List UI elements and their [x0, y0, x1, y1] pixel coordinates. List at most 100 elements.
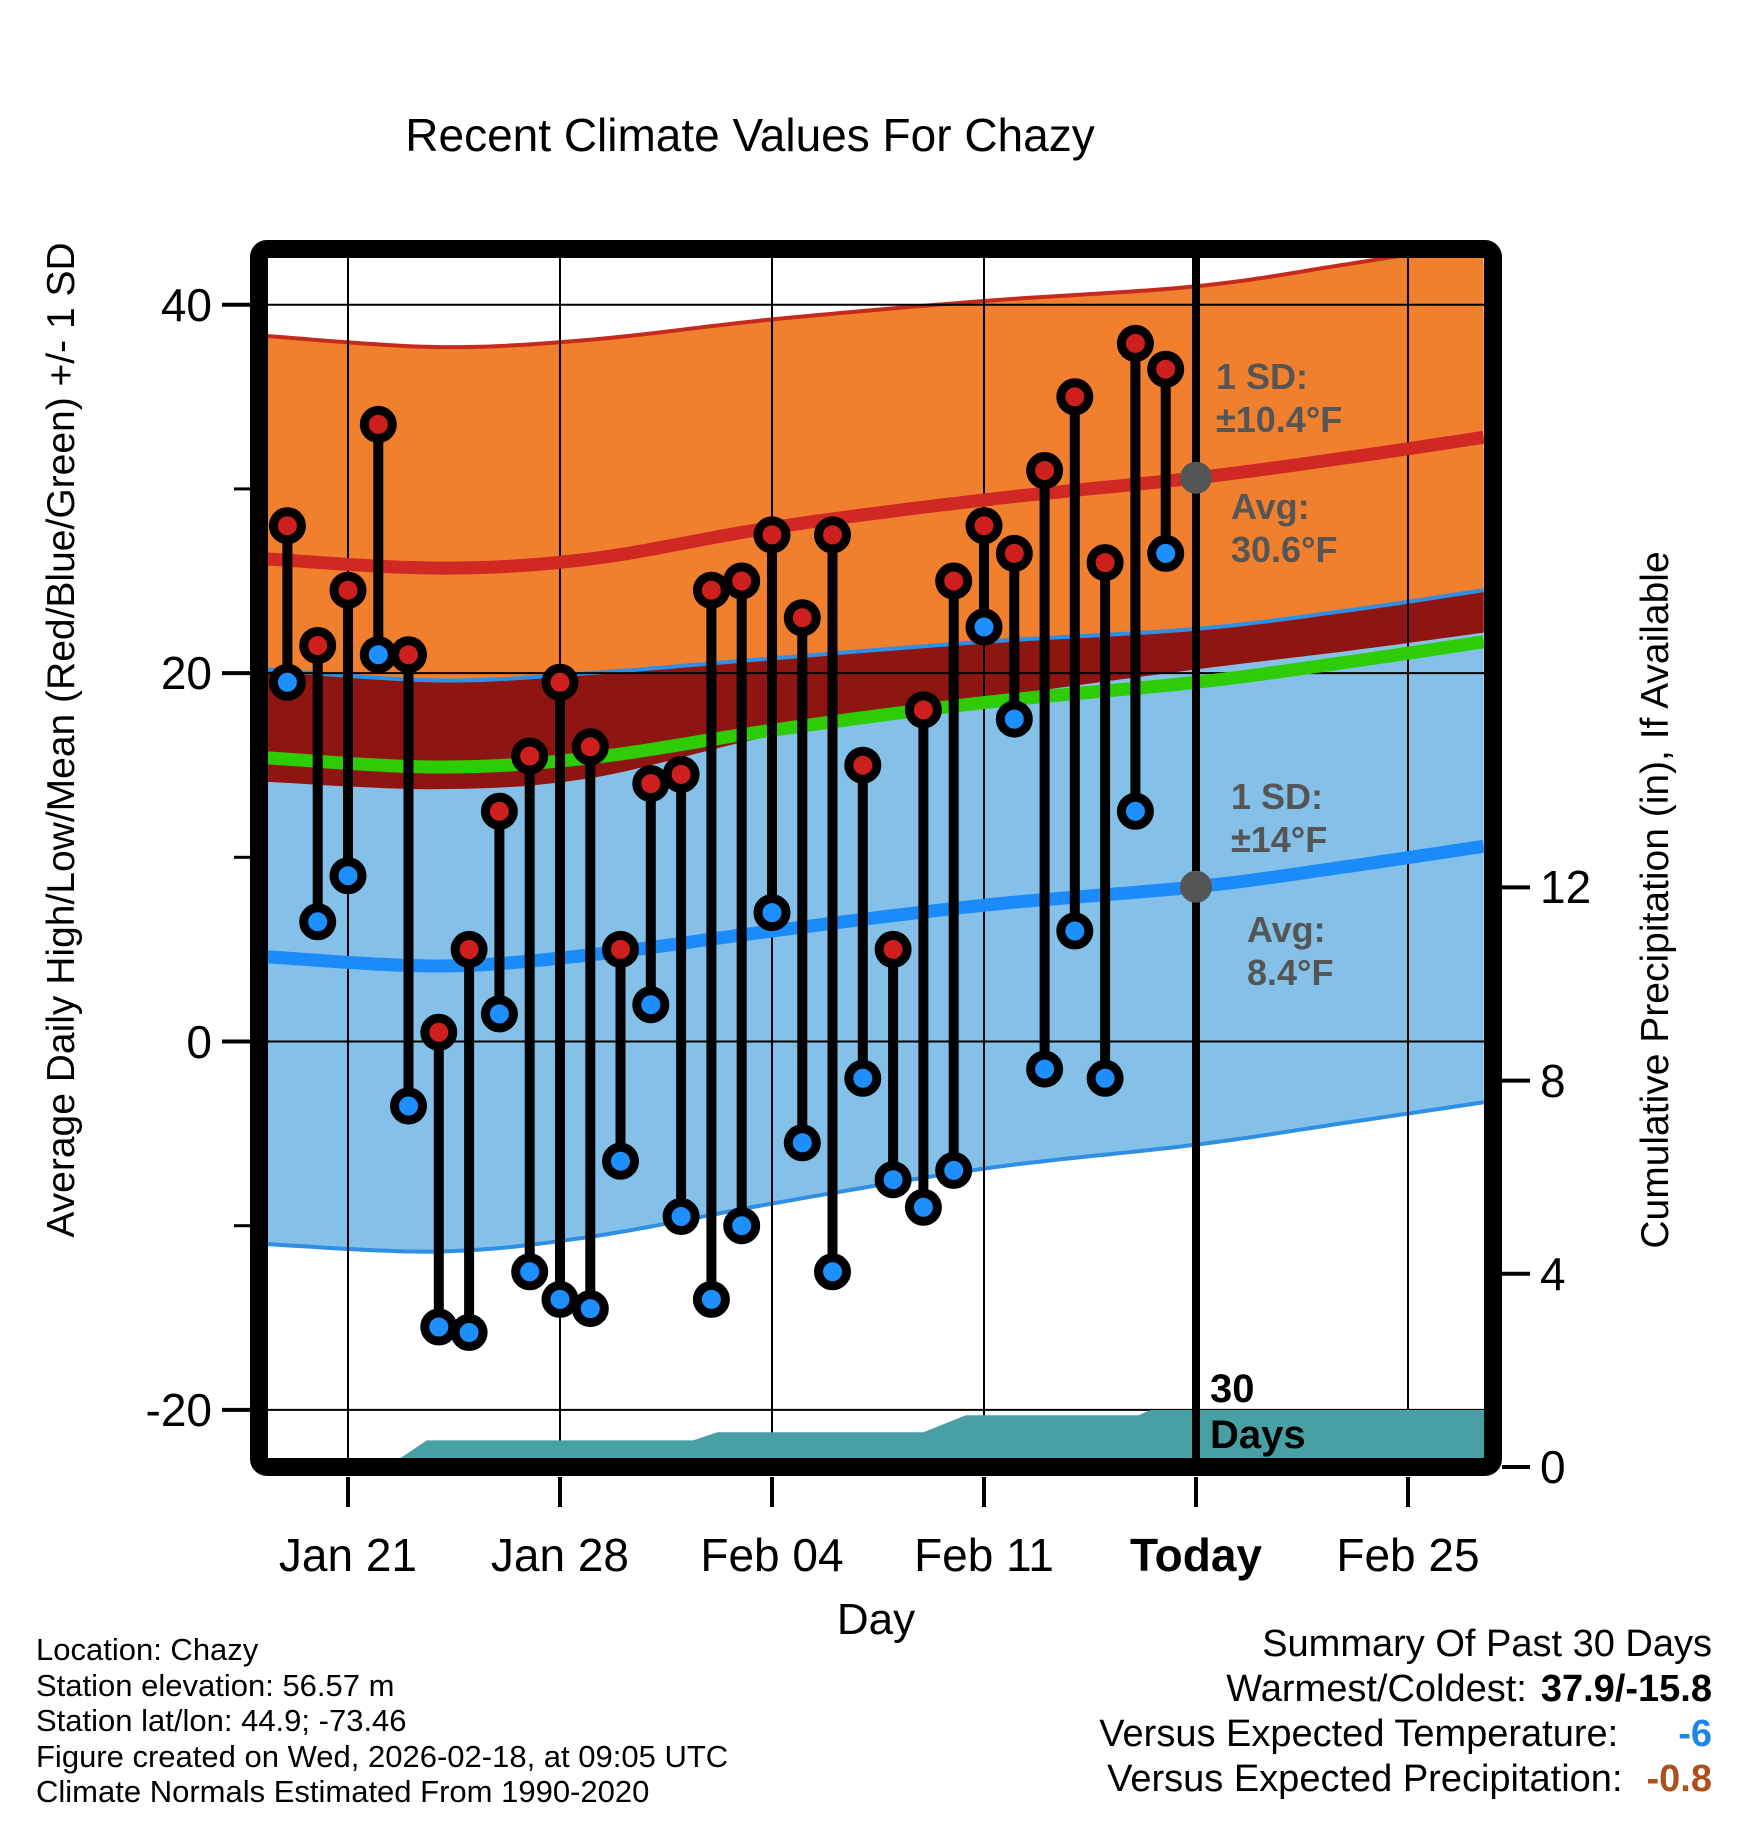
plot-border [250, 240, 1502, 1476]
summary-title: Summary Of Past 30 Days [1262, 1623, 1712, 1665]
x-axis-label: Day [836, 1595, 916, 1644]
low-sd-value: ±14°F [1231, 819, 1328, 860]
daily-high-dot [692, 571, 730, 609]
x-tick-label: Feb 11 [914, 1529, 1054, 1581]
daily-high-dot [299, 627, 337, 664]
daily-low-dot [268, 663, 306, 701]
daily-low-dot [1116, 792, 1154, 830]
daily-low-dot [571, 1290, 609, 1328]
daily-high-dot [450, 930, 488, 968]
daily-low-dot [359, 636, 397, 674]
y-right-tick-label: 8 [1540, 1054, 1566, 1107]
summary-row-vs-precipitation: Versus Expected Precipitation: -0.8 [1099, 1757, 1712, 1802]
daily-low-dot [511, 1253, 549, 1291]
daily-high-dot [723, 562, 761, 600]
footer-location: Location: Chazy [36, 1632, 259, 1667]
daily-high-dot [1116, 324, 1154, 362]
daily-low-dot [662, 1198, 700, 1235]
precip-area [400, 1410, 1484, 1458]
daily-high-dot [935, 562, 973, 600]
daily-low-dot [874, 1161, 912, 1199]
daily-high-dot [359, 405, 397, 443]
daily-high-dot [541, 663, 579, 701]
page-title: Recent Climate Values For Chazy [405, 109, 1095, 161]
daily-low-dot [844, 1059, 882, 1097]
daily-high-dot [753, 516, 791, 554]
daily-high-dot [1086, 544, 1124, 582]
y-axis-left-label: Average Daily High/Low/Mean (Red/Blue/Gr… [40, 242, 83, 1238]
daily-high-dot [390, 636, 427, 674]
daily-high-dot [329, 571, 367, 609]
daily-low-dot [390, 1087, 427, 1125]
daily-low-dot [541, 1280, 579, 1318]
x-tick-label: Feb 04 [700, 1529, 844, 1581]
daily-high-dot [995, 534, 1033, 572]
avg-high-today-marker [1180, 461, 1212, 494]
y-right-tick-label: 0 [1540, 1441, 1566, 1493]
daily-high-dot [602, 930, 639, 968]
daily-low-dot [965, 608, 1003, 646]
daily-high-dot [874, 930, 912, 968]
daily-high-dot [571, 728, 609, 766]
window-days-count: 30 [1210, 1367, 1255, 1411]
daily-high-dot [662, 755, 700, 793]
daily-low-dot [723, 1207, 761, 1245]
summary-value: 37.9/-15.8 [1540, 1668, 1712, 1710]
daily-low-dot [1026, 1050, 1064, 1088]
footer-normals: Climate Normals Estimated From 1990-2020 [36, 1774, 650, 1809]
y-left-tick-label: 0 [186, 1015, 212, 1068]
x-tick-label: Jan 21 [278, 1529, 418, 1581]
daily-low-dot [420, 1308, 458, 1346]
daily-high-dot [480, 792, 518, 830]
daily-low-dot [995, 700, 1033, 738]
daily-high-dot [965, 507, 1003, 545]
daily-low-dot [299, 903, 337, 941]
high-band-top-edge [268, 258, 1400, 350]
summary-value: -0.8 [1646, 1758, 1712, 1800]
mean-line [268, 635, 1484, 774]
axes [222, 240, 1530, 1507]
footer-elevation: Station elevation: 56.57 m [36, 1667, 395, 1703]
daily-low-dot [632, 986, 670, 1024]
window-annotation: 30 Days [1210, 1366, 1306, 1458]
summary-label: Versus Expected Precipitation: [1107, 1758, 1623, 1800]
daily-low-dot [904, 1188, 942, 1226]
high-avg-annotation: Avg: 30.6°F [1231, 485, 1337, 571]
y-right-tick-label: 4 [1540, 1247, 1566, 1300]
daily-high-dot [632, 765, 670, 803]
low-avg-value: 8.4°F [1247, 952, 1334, 993]
y-left-tick-label: 40 [160, 278, 212, 331]
daily-low-dot [602, 1142, 639, 1180]
high-sd-label: 1 SD: [1216, 356, 1309, 397]
daily-low-dot [329, 857, 367, 895]
daily-high-dot [1026, 452, 1064, 489]
daily-high-dot [1056, 378, 1094, 416]
daily-high-dot [1147, 350, 1185, 388]
daily-low-dot [783, 1124, 821, 1162]
high-sd-annotation: 1 SD: ±10.4°F [1216, 355, 1342, 441]
summary-label: Warmest/Coldest: [1226, 1668, 1527, 1710]
plot-area [268, 258, 1484, 1458]
avg-high-line [268, 430, 1484, 575]
daily-high-dot [814, 516, 851, 554]
summary-panel: Summary Of Past 30 Days Warmest/Coldest:… [1099, 1622, 1712, 1802]
daily-high-dot [844, 746, 882, 784]
daily-low-dot [935, 1151, 973, 1189]
y-right-tick-label: 12 [1540, 861, 1592, 914]
daily-low-dot [1086, 1059, 1124, 1097]
low-sd-label: 1 SD: [1231, 776, 1324, 817]
low-avg-annotation: Avg: 8.4°F [1247, 908, 1333, 994]
daily-high-dot [904, 691, 942, 729]
daily-low-dot [480, 995, 518, 1033]
low-band-top-edge [268, 588, 1484, 683]
low-avg-label: Avg: [1247, 909, 1326, 950]
daily-low-dot [1056, 912, 1094, 950]
high-avg-label: Avg: [1231, 486, 1310, 527]
footer-metadata: Location: Chazy Station elevation: 56.57… [36, 1632, 728, 1810]
summary-row-warmest-coldest: Warmest/Coldest: 37.9/-15.8 [1099, 1667, 1712, 1712]
x-tick-label: Jan 28 [490, 1529, 630, 1581]
window-days-word: Days [1210, 1413, 1306, 1457]
daily-high-dot [783, 599, 821, 637]
footer-created: Figure created on Wed, 2026-02-18, at 09… [36, 1738, 729, 1774]
